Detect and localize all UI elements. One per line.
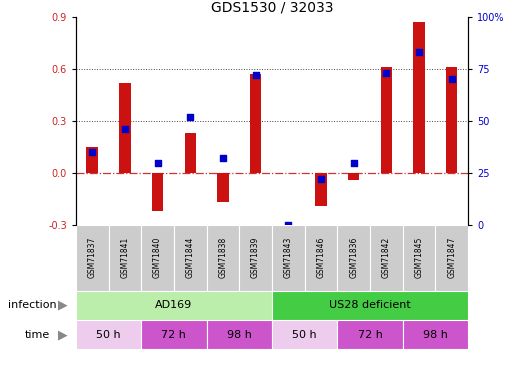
Bar — [272, 225, 304, 291]
Bar — [119, 83, 131, 173]
Text: GSM71839: GSM71839 — [251, 237, 260, 279]
Bar — [272, 320, 337, 349]
Bar — [446, 67, 458, 173]
Bar — [207, 320, 272, 349]
Bar — [403, 320, 468, 349]
Bar — [141, 320, 207, 349]
Text: 50 h: 50 h — [96, 330, 121, 339]
Bar — [174, 225, 207, 291]
Bar — [250, 74, 262, 173]
Text: GSM71840: GSM71840 — [153, 237, 162, 279]
Point — [252, 72, 260, 78]
Text: AD169: AD169 — [155, 300, 192, 310]
Text: 72 h: 72 h — [358, 330, 382, 339]
Point — [448, 76, 456, 82]
Point — [382, 70, 391, 76]
Text: GSM71842: GSM71842 — [382, 237, 391, 279]
Point — [349, 160, 358, 166]
Bar — [304, 225, 337, 291]
Text: GSM71846: GSM71846 — [316, 237, 325, 279]
Point — [284, 222, 292, 228]
Bar — [141, 225, 174, 291]
Point — [186, 114, 195, 120]
Bar — [109, 225, 141, 291]
Text: GSM71837: GSM71837 — [88, 237, 97, 279]
Text: ▶: ▶ — [58, 299, 67, 312]
Bar — [413, 22, 425, 173]
Text: time: time — [25, 330, 50, 339]
Title: GDS1530 / 32033: GDS1530 / 32033 — [211, 0, 333, 14]
Point — [121, 126, 129, 132]
Text: 50 h: 50 h — [292, 330, 317, 339]
Text: 98 h: 98 h — [423, 330, 448, 339]
Point — [153, 160, 162, 166]
Bar — [207, 225, 239, 291]
Bar — [348, 173, 359, 180]
Bar — [239, 225, 272, 291]
Bar — [370, 225, 403, 291]
Bar — [185, 133, 196, 173]
Bar — [217, 173, 229, 202]
Text: GSM71841: GSM71841 — [120, 237, 129, 279]
Bar — [272, 291, 468, 320]
Bar — [76, 291, 272, 320]
Text: GSM71845: GSM71845 — [415, 237, 424, 279]
Text: 72 h: 72 h — [162, 330, 186, 339]
Bar — [152, 173, 163, 211]
Bar — [76, 225, 109, 291]
Text: GSM71836: GSM71836 — [349, 237, 358, 279]
Text: GSM71844: GSM71844 — [186, 237, 195, 279]
Text: infection: infection — [8, 300, 56, 310]
Text: US28 deficient: US28 deficient — [329, 300, 411, 310]
Bar — [86, 147, 98, 173]
Text: ▶: ▶ — [58, 328, 67, 341]
Bar — [403, 225, 435, 291]
Bar — [435, 225, 468, 291]
Bar — [76, 320, 141, 349]
Point — [317, 176, 325, 182]
Text: GSM71838: GSM71838 — [219, 237, 228, 279]
Point — [88, 149, 96, 155]
Bar — [337, 225, 370, 291]
Point — [219, 155, 227, 161]
Bar — [381, 67, 392, 173]
Text: GSM71847: GSM71847 — [447, 237, 456, 279]
Bar — [315, 173, 327, 206]
Bar — [337, 320, 403, 349]
Point — [415, 49, 423, 55]
Text: GSM71843: GSM71843 — [284, 237, 293, 279]
Text: 98 h: 98 h — [227, 330, 252, 339]
